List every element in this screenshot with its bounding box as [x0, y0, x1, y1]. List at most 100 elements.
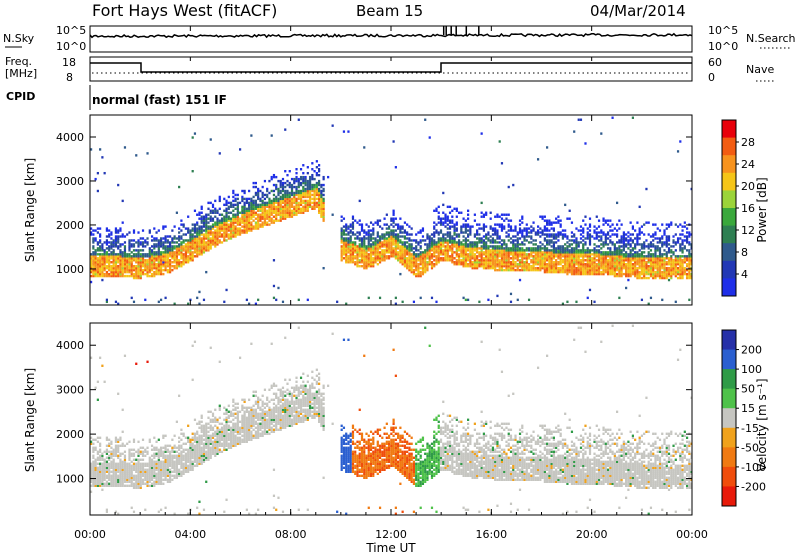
- power-cell: [286, 211, 289, 214]
- power-cell: [365, 257, 368, 260]
- velocity-cell: [94, 448, 97, 451]
- power-cell: [595, 259, 598, 262]
- power-cell: [105, 272, 109, 276]
- power-cell: [103, 241, 106, 244]
- power-cell: [281, 213, 285, 216]
- power-cell: [202, 243, 206, 246]
- power-cell: [512, 239, 515, 242]
- power-cell: [507, 259, 510, 262]
- power-cell: [473, 235, 476, 238]
- power-cell: [121, 221, 124, 224]
- power-cell: [281, 207, 285, 210]
- power-cell: [476, 233, 479, 236]
- power-cell: [638, 266, 641, 270]
- power-cell: [645, 245, 648, 248]
- power-cell: [148, 268, 151, 272]
- power-cell: [670, 255, 673, 258]
- power-cell: [272, 211, 276, 214]
- power-cell: [117, 255, 120, 258]
- power-cell: [661, 263, 664, 266]
- power-cell: [577, 241, 580, 244]
- power-cell: [654, 247, 657, 250]
- power-cell: [516, 243, 519, 246]
- power-cell: [500, 239, 504, 242]
- power-cell: [582, 257, 585, 260]
- power-cell: [625, 259, 628, 262]
- power-cell: [387, 237, 391, 240]
- power-cell: [363, 253, 366, 256]
- velocity-cell: [112, 454, 115, 457]
- power-cell: [173, 264, 176, 268]
- velocity-cell: [103, 468, 106, 471]
- power-cell: [625, 266, 628, 270]
- power-cell: [148, 247, 151, 250]
- power-cell: [252, 199, 255, 203]
- power-cell: [634, 237, 637, 240]
- power-cell: [530, 225, 533, 228]
- power-cell: [649, 270, 653, 274]
- power-cell: [306, 195, 309, 199]
- power-cell: [552, 261, 555, 264]
- power-cell: [421, 235, 425, 238]
- power-cell: [207, 235, 210, 238]
- power-cell: [573, 247, 576, 250]
- power-cell: [302, 211, 305, 214]
- power-cell: [638, 243, 641, 246]
- power-cell: [358, 255, 361, 258]
- power-cell: [505, 255, 508, 258]
- power-cell: [485, 261, 488, 264]
- power-cell: [656, 237, 659, 240]
- power-cell: [496, 215, 499, 218]
- power-cell: [437, 211, 440, 214]
- power-cell: [354, 243, 357, 246]
- power-cell: [480, 215, 483, 218]
- power-cell: [399, 227, 402, 230]
- power-cell: [625, 268, 628, 272]
- power-cell: [110, 261, 113, 264]
- power-cell: [180, 255, 183, 258]
- power-cell: [534, 251, 537, 254]
- power-cell: [103, 257, 106, 260]
- power-cell: [200, 237, 203, 240]
- power-cell: [676, 237, 680, 240]
- power-cell: [234, 193, 237, 197]
- power-cell: [487, 237, 490, 240]
- velocity-cell: [94, 462, 97, 465]
- power-cell: [376, 253, 379, 256]
- power-cell: [365, 264, 368, 268]
- power-cell: [625, 233, 628, 236]
- power-cell: [507, 251, 510, 254]
- power-cell: [229, 231, 233, 234]
- power-cell: [552, 253, 555, 256]
- power-cell: [182, 233, 185, 236]
- power-cell: [394, 235, 397, 238]
- power-cell: [579, 270, 583, 274]
- power-cell: [216, 235, 219, 238]
- power-cell: [602, 259, 605, 262]
- power-cell: [665, 227, 668, 230]
- power-cell: [609, 253, 612, 256]
- power-cell: [349, 229, 352, 232]
- power-cell: [430, 241, 434, 244]
- power-cell: [412, 300, 416, 304]
- power-cell: [509, 292, 513, 296]
- power-cell: [209, 247, 212, 250]
- power-cell: [236, 229, 239, 232]
- power-cell: [290, 199, 294, 203]
- power-cell: [263, 221, 267, 224]
- power-cell: [270, 211, 273, 214]
- power-cell: [236, 233, 239, 236]
- power-cell: [446, 219, 449, 222]
- power-cell: [446, 253, 449, 256]
- power-cell: [586, 296, 589, 300]
- power-cell: [570, 243, 574, 246]
- power-cell: [162, 259, 165, 262]
- power-cell: [180, 247, 183, 250]
- power-cell: [257, 209, 260, 212]
- power-cell: [272, 207, 276, 210]
- power-cell: [130, 268, 133, 272]
- power-cell: [473, 259, 476, 262]
- power-cell: [252, 215, 255, 218]
- power-cell: [403, 235, 406, 238]
- power-cell: [676, 225, 680, 228]
